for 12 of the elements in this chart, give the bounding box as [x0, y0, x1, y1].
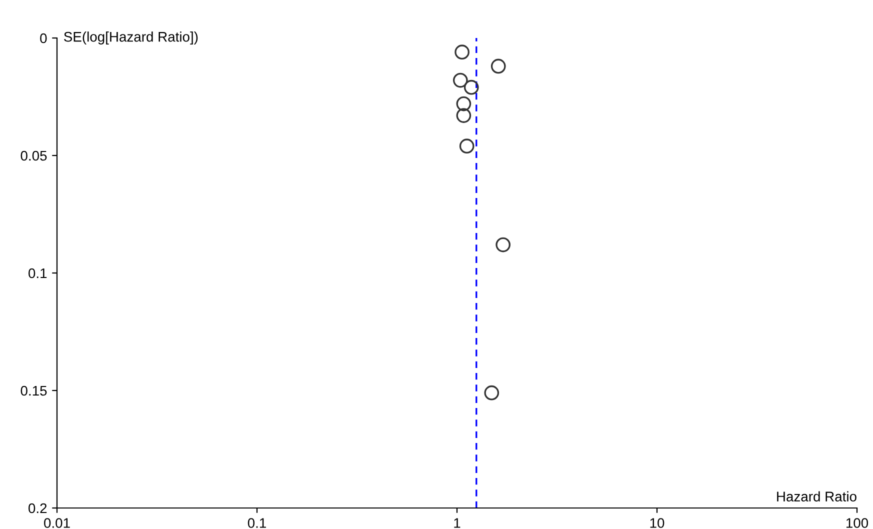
y-tick-label: 0 [40, 33, 47, 44]
x-tick-label: 100 [846, 518, 868, 528]
y-tick-label: 0.05 [20, 150, 47, 161]
y-tick-label: 0.15 [20, 386, 47, 396]
x-axis-title: Hazard Ratio [777, 491, 856, 502]
y-tick-label: 0.1 [28, 268, 47, 278]
x-tick-label: 10 [650, 518, 664, 528]
y-axis-title: SE(log[Hazard Ratio]) [64, 32, 198, 44]
x-tick-label: 0.01 [44, 518, 70, 528]
x-tick-label: 0.1 [248, 518, 266, 528]
y-tick-label: 0.2 [28, 503, 47, 514]
x-tick-label: 1 [454, 518, 460, 528]
